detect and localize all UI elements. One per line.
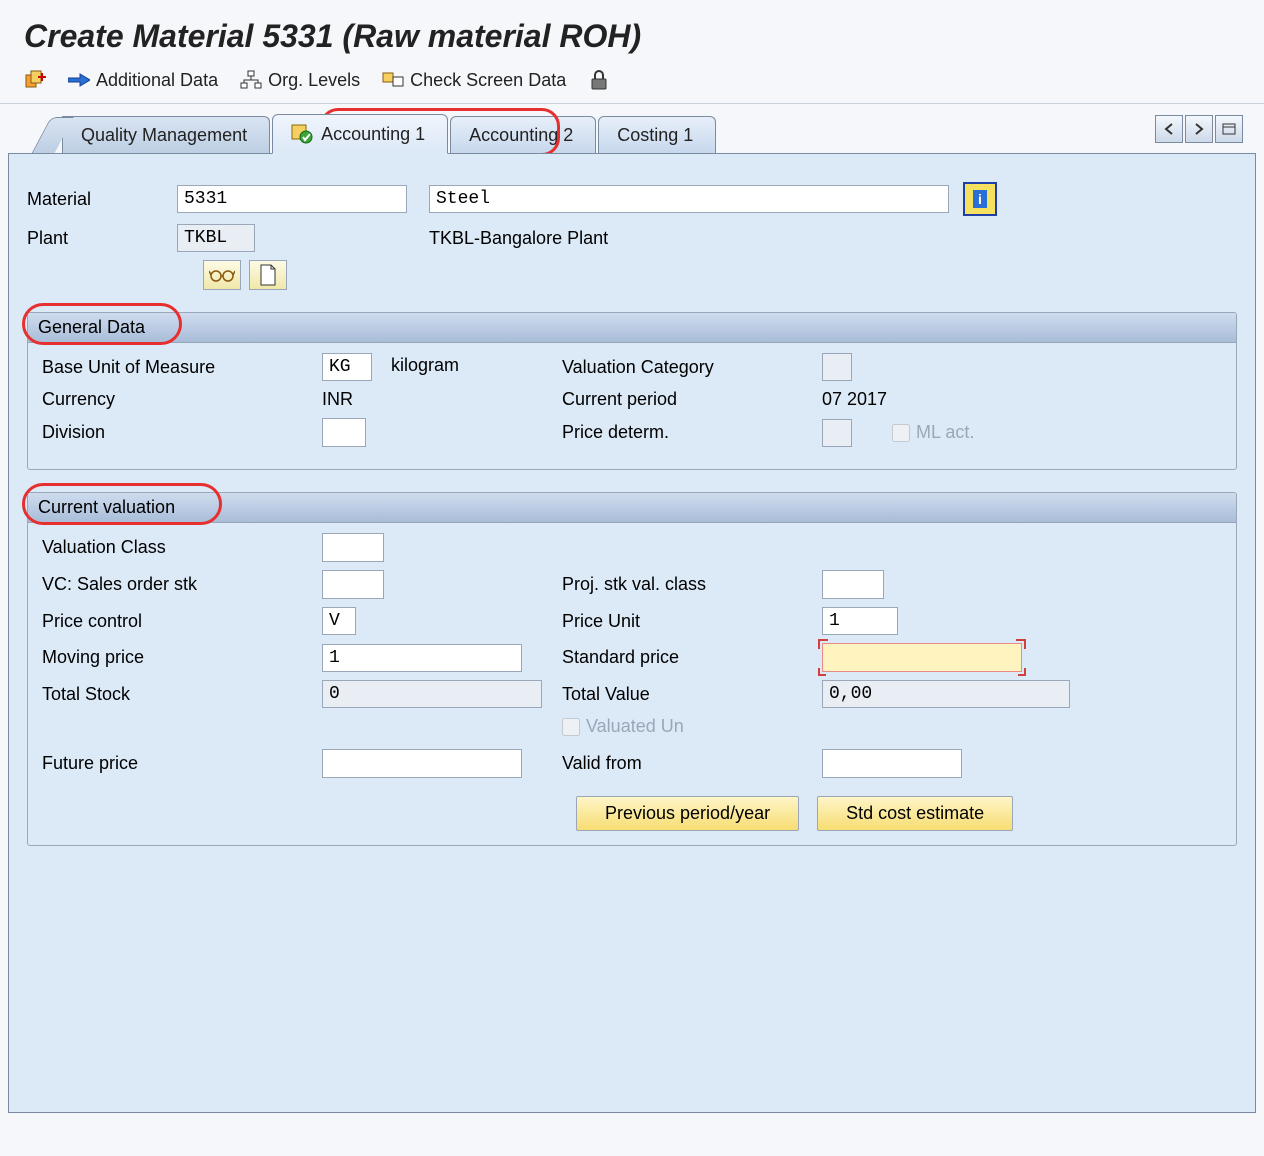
- action-icons: [203, 260, 1237, 290]
- tab-nav: [1155, 115, 1243, 143]
- tab-costing-1[interactable]: Costing 1: [598, 116, 716, 154]
- pricectrl-input[interactable]: [322, 607, 356, 635]
- material-input[interactable]: [177, 185, 407, 213]
- material-row: Material i: [27, 182, 1237, 216]
- buom-input[interactable]: [322, 353, 372, 381]
- document-icon[interactable]: [249, 260, 287, 290]
- totstock-input: [322, 680, 542, 708]
- moving-label: Moving price: [42, 647, 322, 668]
- tab-accounting-2[interactable]: Accounting 2: [450, 116, 596, 154]
- priceunit-label: Price Unit: [562, 611, 822, 632]
- tab-panel: Material i Plant TKBL-Bangalore Plant: [8, 153, 1256, 1113]
- division-input[interactable]: [322, 418, 366, 447]
- tab-scroll-right[interactable]: [1185, 115, 1213, 143]
- material-desc-input[interactable]: [429, 185, 949, 213]
- currency-label: Currency: [42, 389, 322, 410]
- group-general-data: General Data Base Unit of Measure kilogr…: [27, 312, 1237, 470]
- buom-label: Base Unit of Measure: [42, 357, 322, 378]
- lock-icon: [588, 69, 610, 91]
- previous-period-button[interactable]: Previous period/year: [576, 796, 799, 831]
- mlact-checkbox: ML act.: [892, 422, 974, 443]
- division-label: Division: [42, 422, 322, 443]
- group-general-title: General Data: [28, 313, 1236, 343]
- valcat-input: [822, 353, 852, 381]
- proj-input[interactable]: [822, 570, 884, 599]
- valclass-input[interactable]: [322, 533, 384, 562]
- tab-scroll-left[interactable]: [1155, 115, 1183, 143]
- org-levels-label: Org. Levels: [268, 70, 360, 91]
- valun-label: Valuated Un: [586, 716, 684, 737]
- totstock-label: Total Stock: [42, 684, 322, 705]
- future-input[interactable]: [322, 749, 522, 778]
- accounting-icon: [291, 123, 313, 145]
- tab-label: Accounting 1: [321, 124, 425, 145]
- valclass-label: Valuation Class: [42, 537, 322, 558]
- std-cost-estimate-button[interactable]: Std cost estimate: [817, 796, 1013, 831]
- page-title: Create Material 5331 (Raw material ROH): [0, 0, 1264, 65]
- tab-accounting-1[interactable]: Accounting 1: [272, 114, 448, 154]
- tab-quality-management[interactable]: Quality Management: [62, 116, 270, 154]
- valun-input: [562, 718, 580, 736]
- additional-data-label: Additional Data: [96, 70, 218, 91]
- totvalue-label: Total Value: [562, 684, 822, 705]
- valun-checkbox: Valuated Un: [562, 716, 684, 737]
- arrow-right-icon: [68, 69, 90, 91]
- plant-label: Plant: [27, 228, 177, 249]
- tab-list[interactable]: [1215, 115, 1243, 143]
- toolbar: Additional Data Org. Levels Check Screen…: [0, 65, 1264, 104]
- material-label: Material: [27, 189, 177, 210]
- hierarchy-icon: [240, 69, 262, 91]
- tab-label: Quality Management: [81, 125, 247, 146]
- mlact-label: ML act.: [916, 422, 974, 443]
- additional-data-button[interactable]: Additional Data: [68, 69, 218, 91]
- group-valuation-title: Current valuation: [28, 493, 1236, 523]
- pricedet-input: [822, 419, 852, 447]
- pricectrl-label: Price control: [42, 611, 322, 632]
- lock-button[interactable]: [588, 69, 610, 91]
- button-row: Previous period/year Std cost estimate: [576, 796, 1222, 831]
- glasses-icon[interactable]: [203, 260, 241, 290]
- currency-value: INR: [322, 389, 562, 410]
- tabstrip: Quality Management Accounting 1 Accounti…: [62, 114, 1256, 154]
- mlact-input: [892, 424, 910, 442]
- vcsales-label: VC: Sales order stk: [42, 574, 322, 595]
- future-label: Future price: [42, 753, 322, 774]
- proj-label: Proj. stk val. class: [562, 574, 822, 595]
- vcsales-input[interactable]: [322, 570, 384, 599]
- info-button[interactable]: i: [963, 182, 997, 216]
- plant-input: [177, 224, 255, 252]
- group-current-valuation: Current valuation Valuation Class VC: Sa…: [27, 492, 1237, 846]
- validfrom-input[interactable]: [822, 749, 962, 778]
- std-required-marker: [822, 643, 1022, 672]
- std-label: Standard price: [562, 647, 822, 668]
- check-screen-icon: [382, 69, 404, 91]
- moving-input[interactable]: [322, 644, 522, 672]
- buom-text: kilogram: [391, 355, 459, 375]
- priceunit-input[interactable]: [822, 607, 898, 635]
- tab-label: Accounting 2: [469, 125, 573, 146]
- totvalue-input: [822, 680, 1070, 708]
- pricedet-label: Price determ.: [562, 422, 822, 443]
- validfrom-label: Valid from: [562, 753, 822, 774]
- toolbar-add-view-icon[interactable]: [24, 69, 46, 91]
- plant-desc: TKBL-Bangalore Plant: [429, 228, 608, 249]
- valcat-label: Valuation Category: [562, 357, 822, 378]
- svg-text:i: i: [978, 191, 982, 207]
- period-label: Current period: [562, 389, 822, 410]
- tab-label: Costing 1: [617, 125, 693, 146]
- org-levels-button[interactable]: Org. Levels: [240, 69, 360, 91]
- check-screen-button[interactable]: Check Screen Data: [382, 69, 566, 91]
- period-value: 07 2017: [822, 389, 1122, 410]
- plant-row: Plant TKBL-Bangalore Plant: [27, 224, 1237, 252]
- std-input[interactable]: [822, 643, 1022, 672]
- check-screen-label: Check Screen Data: [410, 70, 566, 91]
